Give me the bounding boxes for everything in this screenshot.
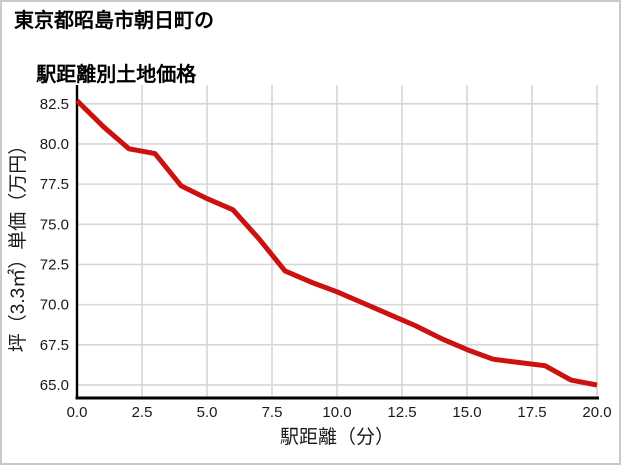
y-tick-label: 77.5 [40,176,69,193]
x-tick-label: 7.5 [262,404,283,421]
x-tick-label: 15.0 [452,404,481,421]
x-tick-label: 2.5 [132,404,153,421]
x-axis-label: 駅距離（分） [280,426,394,448]
x-tick-label: 0.0 [67,404,88,421]
y-tick-label: 65.0 [40,377,69,394]
y-tick-label: 82.5 [40,96,69,113]
price-line-series [75,98,598,388]
x-tick-label: 17.5 [517,404,546,421]
chart-title-line-2: 駅距離別土地価格 [36,64,197,86]
y-tick-label: 75.0 [40,216,69,233]
y-tick-label: 72.5 [40,256,69,273]
x-tick-label: 5.0 [197,404,218,421]
chart-title: 東京都昭島市朝日町の 駅距離別土地価格 [14,8,214,116]
chart-title-line-1: 東京都昭島市朝日町の [14,10,214,32]
y-tick-label: 67.5 [40,337,69,354]
x-tick-label: 12.5 [387,404,416,421]
y-axis-label: 坪（3.3㎡）単価（万円） [6,136,29,352]
x-tick-label: 10.0 [322,404,351,421]
y-tick-label: 80.0 [40,136,69,153]
y-tick-label: 70.0 [40,297,69,314]
x-tick-label: 20.0 [582,404,611,421]
